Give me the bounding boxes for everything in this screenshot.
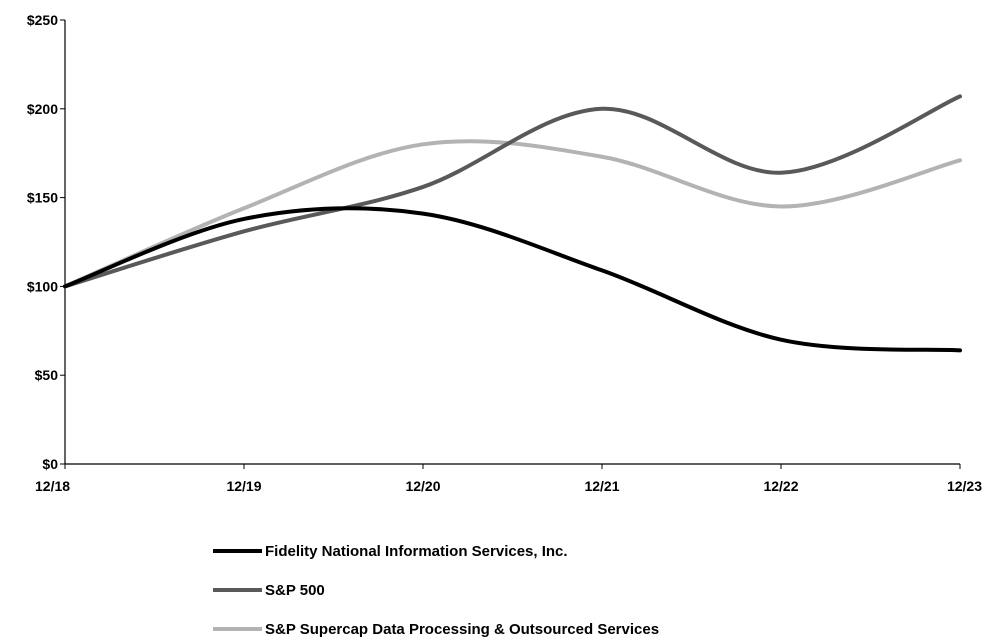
series-line-1: [63, 94, 962, 289]
y-tick-label: $100: [27, 278, 58, 294]
y-tick-label: $50: [35, 367, 59, 383]
legend-label-2: S&P Supercap Data Processing & Outsource…: [265, 621, 659, 638]
x-tick-label: 12/19: [226, 478, 261, 494]
chart-legend: Fidelity National Information Services, …: [213, 543, 659, 638]
legend-label-1: S&P 500: [265, 582, 325, 599]
chart-series: [63, 94, 962, 353]
y-tick-label: $250: [27, 12, 58, 28]
x-tick-label: 12/18: [35, 478, 70, 494]
y-tick-label: $200: [27, 101, 58, 117]
x-tick-label: 12/23: [947, 478, 982, 494]
chart-axes: $0 $50 $100 $150 $200 $250 12/18 12/19 12/20 12/2…: [27, 12, 982, 494]
legend-label-0: Fidelity National Information Services, …: [265, 543, 568, 560]
x-tick-label: 12/20: [405, 478, 440, 494]
x-tick-label: 12/22: [763, 478, 798, 494]
y-tick-label: $0: [42, 456, 58, 472]
y-tick-label: $150: [27, 190, 58, 206]
series-line-0: [63, 206, 962, 353]
x-tick-label: 12/21: [584, 478, 619, 494]
